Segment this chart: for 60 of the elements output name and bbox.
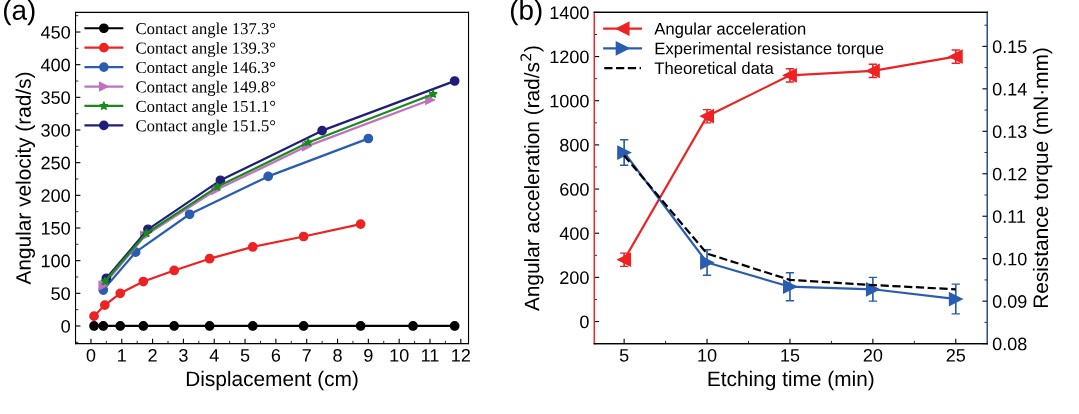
y2-tick-label: 0.15: [992, 40, 1027, 54]
x-tick-label: 10: [698, 348, 717, 362]
x-tick-label: 1: [118, 349, 126, 362]
legend-label: Contact angle 137.3°: [136, 22, 276, 38]
y-tick-label: 1400: [550, 6, 589, 20]
y-tick-label: 200: [41, 189, 70, 203]
y-tick-label: 150: [41, 221, 70, 235]
text: (b): [510, 0, 542, 26]
y2-tick-label: 0.14: [992, 82, 1027, 96]
legend-label: Contact angle 146.3°: [136, 61, 276, 77]
y-tick-label: 450: [40, 25, 70, 39]
legend-label: Experimental resistance torque: [655, 42, 884, 58]
y-tick-label: 50: [51, 287, 70, 301]
legend-label: Contact angle 151.1°: [136, 100, 276, 116]
x-tick-label: 5: [240, 349, 250, 362]
x-axis-title: Etching time (min): [708, 370, 874, 391]
y-tick-label: 200: [560, 271, 589, 285]
y-axis-title: Angular acceleration (rad/s$^{2}$): [520, 46, 544, 311]
x-tick-label: 25: [946, 348, 966, 362]
x-tick-label: 5: [619, 349, 629, 362]
y-tick-label: 1000: [550, 94, 589, 108]
y2-tick-label: 0.12: [992, 167, 1027, 181]
y2-tick-label: 0.08: [992, 337, 1027, 351]
x-tick-label: 12: [452, 348, 470, 362]
legend-label: Theoretical data: [654, 61, 774, 75]
y2-axis-title: Resistance torque (mN·mm): [1032, 48, 1053, 308]
y-tick-label: 0: [580, 315, 589, 329]
y-tick-label: 400: [559, 227, 589, 240]
x-tick-label: 8: [333, 348, 342, 362]
y-tick-label: 250: [41, 156, 70, 170]
legend-label: Contact angle 139.3°: [136, 41, 276, 58]
x-tick-label: 7: [302, 349, 311, 362]
y-tick-label: 100: [41, 254, 70, 268]
y2-tick-label: 0.13: [992, 125, 1027, 139]
y-tick-label: 400: [40, 58, 70, 72]
y2-tick-label: 0.11: [992, 210, 1026, 223]
x-tick-label: 4: [209, 349, 219, 362]
x-tick-label: 0: [86, 348, 96, 362]
x-tick-label: 6: [271, 348, 281, 362]
x-axis-title: Displacement (cm): [186, 370, 358, 391]
y-tick-label: 600: [560, 182, 589, 196]
y2-tick-label: 0.09: [992, 295, 1027, 308]
text: (a): [4, 0, 35, 26]
y-tick-label: 350: [41, 91, 70, 105]
x-tick-label: 3: [179, 348, 188, 362]
legend-label: Contact angle 151.5°: [136, 119, 276, 135]
x-tick-label: 20: [863, 348, 883, 362]
x-tick-label: 10: [390, 348, 409, 362]
y-axis-title: Angular velocity (rad/s): [15, 72, 35, 285]
x-tick-label: 9: [364, 348, 373, 362]
y-tick-label: 1200: [550, 50, 589, 64]
legend-label: Contact angle 149.8°: [136, 80, 276, 96]
y2-tick-label: 0.10: [992, 252, 1027, 266]
y-tick-label: 300: [41, 123, 70, 137]
x-tick-label: 15: [781, 349, 800, 362]
y-tick-label: 0: [61, 319, 70, 333]
x-tick-label: 11: [422, 349, 439, 362]
y-tick-label: 800: [560, 138, 589, 152]
x-tick-label: 2: [148, 348, 157, 362]
legend-label: Angular acceleration: [654, 22, 806, 38]
